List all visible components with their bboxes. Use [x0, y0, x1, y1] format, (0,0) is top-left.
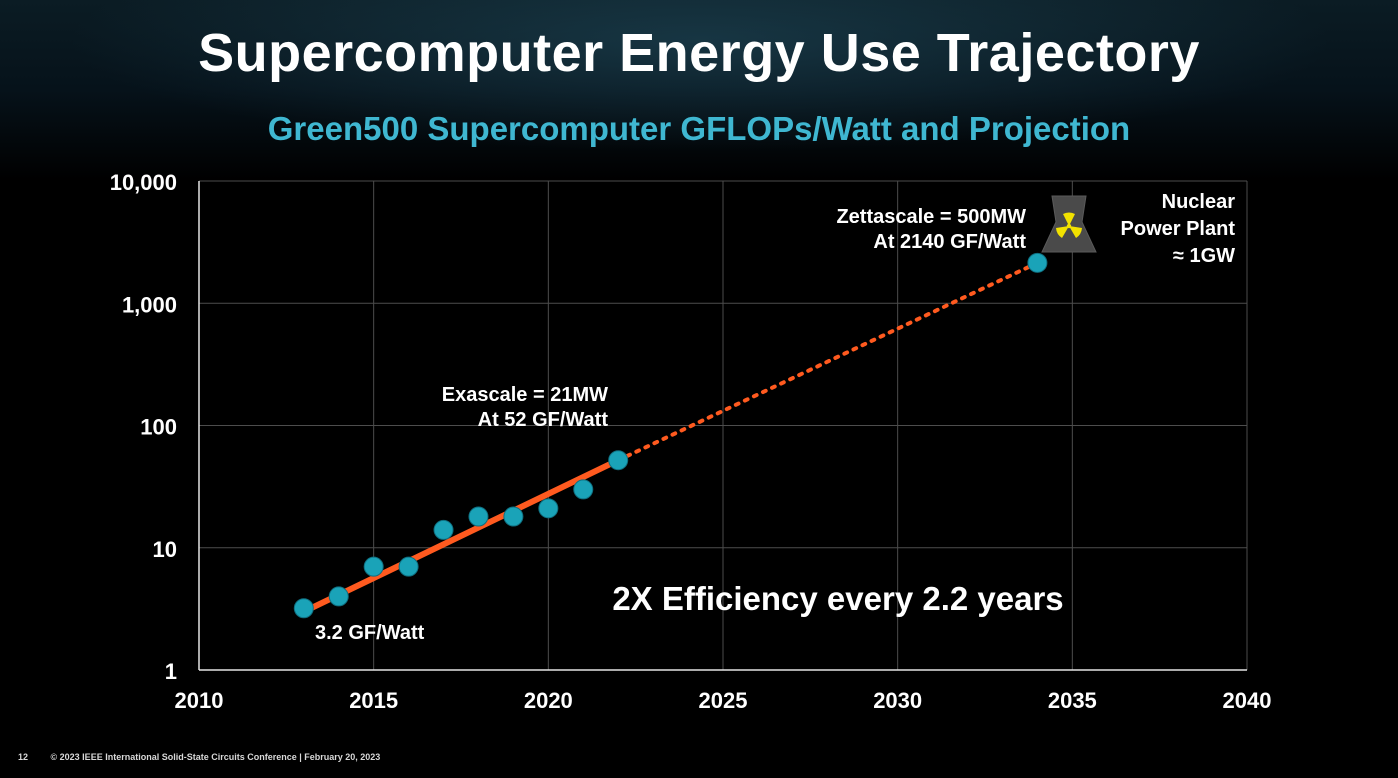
- data-point: [293, 598, 314, 619]
- x-tick-label: 2025: [699, 688, 748, 713]
- footer: 12 © 2023 IEEE International Solid-State…: [18, 752, 380, 762]
- x-tick-label: 2010: [175, 688, 224, 713]
- data-point: [1027, 252, 1048, 273]
- x-tick-label: 2015: [349, 688, 398, 713]
- slide-title: Supercomputer Energy Use Trajectory: [198, 23, 1200, 83]
- chart-title: Green500 Supercomputer GFLOPs/Watt and P…: [267, 110, 1131, 147]
- trend-lines: [300, 260, 1040, 615]
- grid: [199, 180, 1248, 670]
- data-point: [328, 586, 349, 607]
- nuclear-label-line3: ≈ 1GW: [1173, 245, 1235, 267]
- y-tick-label: 1,000: [122, 292, 177, 317]
- data-point: [608, 450, 629, 471]
- projection-line: [616, 260, 1040, 463]
- data-points: [293, 252, 1048, 619]
- axes: [198, 181, 1247, 671]
- data-point: [503, 506, 524, 527]
- data-point: [363, 556, 384, 577]
- data-point: [433, 519, 454, 540]
- y-tick-label: 1: [165, 659, 177, 684]
- exascale-label-line2: At 52 GF/Watt: [478, 409, 609, 431]
- zettascale-label-line1: Zettascale = 500MW: [836, 206, 1026, 228]
- nuclear-label-line1: Nuclear: [1162, 191, 1236, 213]
- start-label: 3.2 GF/Watt: [315, 622, 425, 644]
- nuclear-label-line2: Power Plant: [1121, 218, 1236, 240]
- tick-labels: 2010 2015 2020 2025 2030 2035 2040 1 10 100 1,000 1…: [110, 170, 1272, 713]
- data-point: [398, 556, 419, 577]
- x-tick-label: 2030: [873, 688, 922, 713]
- zettascale-label-line2: At 2140 GF/Watt: [873, 231, 1026, 253]
- y-tick-label: 100: [140, 415, 177, 440]
- x-tick-label: 2020: [524, 688, 573, 713]
- footer-text: © 2023 IEEE International Solid-State Ci…: [50, 752, 381, 762]
- chart: 2010 2015 2020 2025 2030 2035 2040 1 10 100 1,000 1…: [110, 170, 1272, 713]
- data-point: [573, 479, 594, 500]
- y-tick-label: 10: [153, 537, 177, 562]
- x-tick-label: 2040: [1223, 688, 1272, 713]
- y-tick-label: 10,000: [110, 170, 177, 195]
- efficiency-note: 2X Efficiency every 2.2 years: [612, 580, 1063, 617]
- page-number: 12: [18, 752, 29, 762]
- x-tick-label: 2035: [1048, 688, 1097, 713]
- data-point: [468, 506, 489, 527]
- data-point: [538, 498, 559, 519]
- exascale-label-line1: Exascale = 21MW: [442, 384, 608, 406]
- nuclear-plant-icon: [1041, 195, 1097, 253]
- trend-fit-line: [300, 457, 622, 615]
